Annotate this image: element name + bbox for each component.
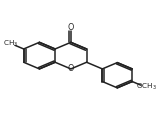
Text: CH$_3$: CH$_3$ [3,38,18,49]
Text: O: O [68,64,74,73]
Text: OCH$_3$: OCH$_3$ [136,82,157,92]
Text: O: O [68,23,74,32]
